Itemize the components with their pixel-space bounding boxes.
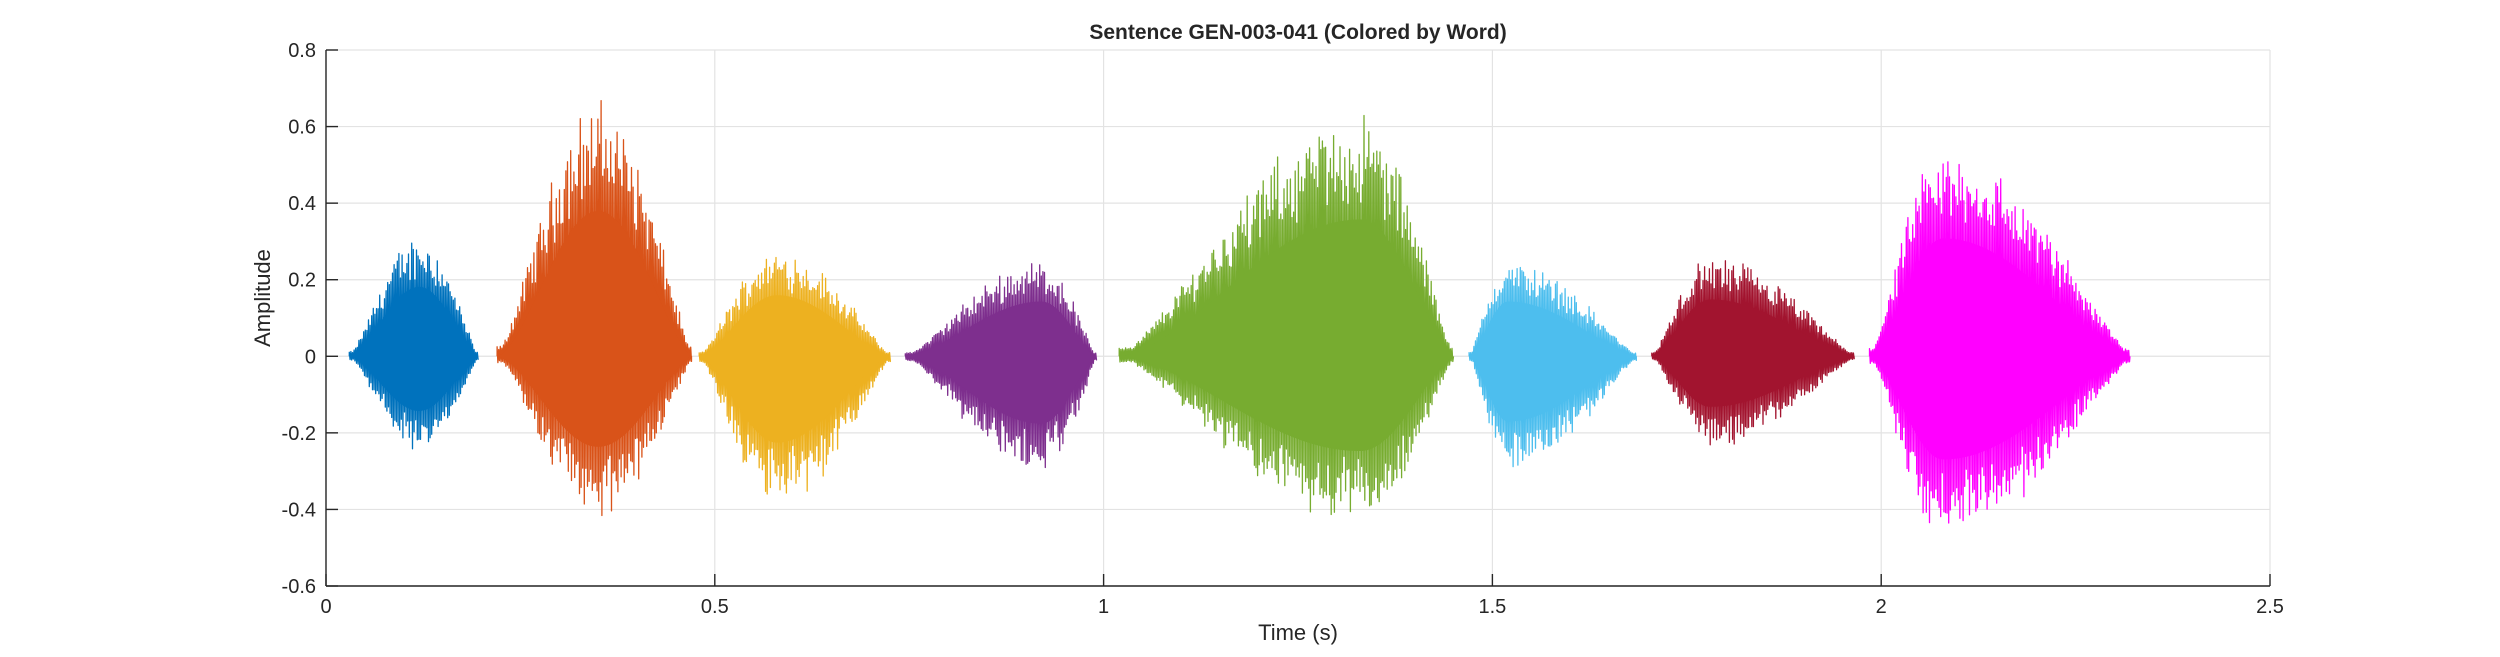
- x-tick-label: 1.5: [1478, 596, 1506, 618]
- x-tick-label: 1: [1098, 596, 1109, 618]
- series-6-core: [1469, 301, 1635, 422]
- series-7-waveform: [1651, 260, 1855, 446]
- series-7-core: [1651, 299, 1853, 407]
- y-tick-label: -0.4: [282, 499, 316, 521]
- series-8-waveform: [1868, 161, 2131, 524]
- series-1-waveform: [348, 242, 479, 450]
- x-tick-label: 0.5: [701, 596, 729, 618]
- tick-labels: 0 0.5 1 1.5 2 2.5 -0.6 -0.4 -0.2 0 0.2 0.4 0.6 0.8: [282, 40, 2284, 618]
- series-5-core: [1119, 219, 1453, 451]
- y-tick-label: -0.2: [282, 423, 316, 445]
- series-2-waveform: [496, 100, 693, 517]
- series-5-waveform: [1118, 114, 1455, 516]
- y-tick-label: -0.6: [282, 576, 316, 598]
- x-axis-label: Time (s): [1258, 620, 1338, 645]
- x-tick-label: 0: [320, 596, 331, 618]
- series-8-core: [1869, 238, 2128, 460]
- series-3-waveform: [698, 256, 892, 495]
- series-3-core: [699, 295, 889, 443]
- y-axis-label: Amplitude: [250, 249, 275, 347]
- x-tick-label: 2.5: [2256, 596, 2284, 618]
- series-4-core: [905, 301, 1095, 424]
- series-1-core: [349, 286, 476, 411]
- waveform-series: [348, 100, 2131, 524]
- series-2-core: [497, 211, 690, 447]
- y-tick-label: 0.4: [288, 193, 316, 215]
- x-tick-label: 2: [1876, 596, 1887, 618]
- y-tick-label: 0.2: [288, 270, 316, 292]
- chart-title: Sentence GEN-003-041 (Colored by Word): [1089, 21, 1506, 44]
- axes: [325, 49, 2271, 587]
- series-4-waveform: [904, 263, 1098, 469]
- y-tick-label: 0.8: [288, 40, 316, 62]
- y-tick-label: 0: [305, 346, 316, 368]
- series-6-waveform: [1468, 266, 1637, 468]
- y-tick-label: 0.6: [288, 117, 316, 139]
